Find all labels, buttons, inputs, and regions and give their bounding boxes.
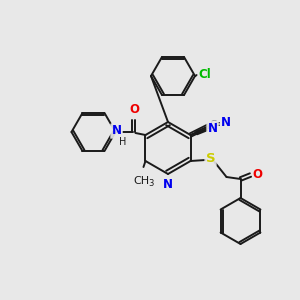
Text: N: N	[163, 178, 173, 191]
Text: Cl: Cl	[198, 68, 211, 80]
Text: H: H	[119, 137, 126, 147]
Text: O: O	[253, 167, 262, 181]
Text: CH: CH	[134, 176, 149, 186]
Text: C: C	[209, 120, 217, 130]
Text: N: N	[208, 122, 218, 134]
Text: S: S	[206, 152, 215, 166]
Text: N: N	[112, 124, 122, 137]
Text: N: N	[220, 116, 230, 130]
Text: N: N	[163, 178, 173, 191]
Text: 3: 3	[148, 179, 154, 188]
Text: ≡: ≡	[214, 119, 223, 129]
Text: O: O	[130, 103, 140, 116]
